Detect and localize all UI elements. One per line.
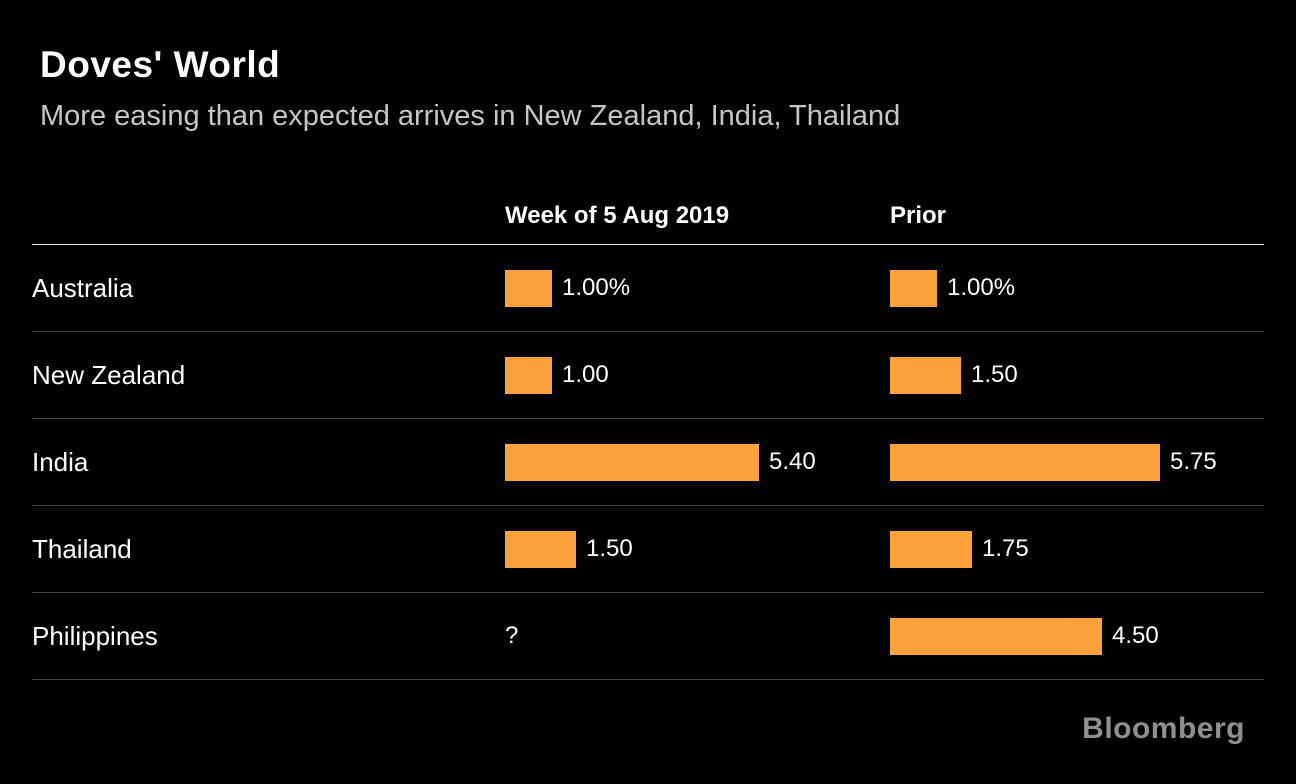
- rates-table: Week of 5 Aug 2019 Prior Australia 1.00% 1…: [32, 176, 1264, 680]
- country-label: India: [32, 446, 89, 477]
- rate-value: ?: [505, 622, 519, 649]
- rate-bar: [890, 356, 961, 394]
- chart-title: Doves' World: [40, 44, 281, 85]
- bar-cell-prior: 4.50: [890, 593, 1264, 679]
- bar-cell-current-week: ?: [505, 593, 890, 679]
- rate-bar: [890, 443, 1160, 481]
- rate-bar: [505, 443, 759, 481]
- bar-cell-current-week: 1.00%: [505, 245, 890, 331]
- rate-bar: [890, 530, 972, 568]
- rate-value: 1.00%: [947, 274, 1016, 301]
- rate-value: 5.40: [769, 448, 816, 475]
- table-header: Week of 5 Aug 2019 Prior: [32, 176, 1264, 245]
- rate-bar: [890, 269, 937, 307]
- bar-cell-current-week: 5.40: [505, 419, 890, 505]
- country-label: Australia: [32, 272, 134, 303]
- bar-cell-prior: 5.75: [890, 419, 1264, 505]
- table-row: Philippines? 4.50: [32, 593, 1264, 680]
- bar-cell-prior: 1.00%: [890, 245, 1264, 331]
- rate-bar: [890, 617, 1102, 655]
- rate-bar: [505, 269, 552, 307]
- table-row: India 5.40 5.75: [32, 419, 1264, 506]
- bar-cell-prior: 1.75: [890, 506, 1264, 592]
- bar-cell-prior: 1.50: [890, 332, 1264, 418]
- country-label: New Zealand: [32, 359, 186, 390]
- rate-value: 5.75: [1170, 448, 1217, 475]
- rate-value: 1.75: [982, 535, 1029, 562]
- bloomberg-logo: Bloomberg: [1082, 712, 1245, 745]
- bar-cell-current-week: 1.50: [505, 506, 890, 592]
- rate-value: 1.50: [586, 535, 633, 562]
- rate-value: 4.50: [1112, 622, 1159, 649]
- table-row: Thailand 1.50 1.75: [32, 506, 1264, 593]
- rate-value: 1.00%: [562, 274, 631, 301]
- table-row: Australia 1.00% 1.00%: [32, 245, 1264, 332]
- rate-value: 1.00: [562, 361, 609, 388]
- rate-value: 1.50: [971, 361, 1018, 388]
- column-header-week: Week of 5 Aug 2019: [505, 202, 730, 229]
- table-row: New Zealand 1.00 1.50: [32, 332, 1264, 419]
- column-header-prior: Prior: [890, 202, 947, 229]
- chart-subtitle: More easing than expected arrives in New…: [40, 100, 901, 132]
- rate-bar: [505, 530, 576, 568]
- rate-bar: [505, 356, 552, 394]
- country-label: Philippines: [32, 620, 158, 651]
- bar-cell-current-week: 1.00: [505, 332, 890, 418]
- country-label: Thailand: [32, 533, 132, 564]
- table-body: Australia 1.00% 1.00% New Zealand 1.00 1.50 In…: [32, 245, 1264, 680]
